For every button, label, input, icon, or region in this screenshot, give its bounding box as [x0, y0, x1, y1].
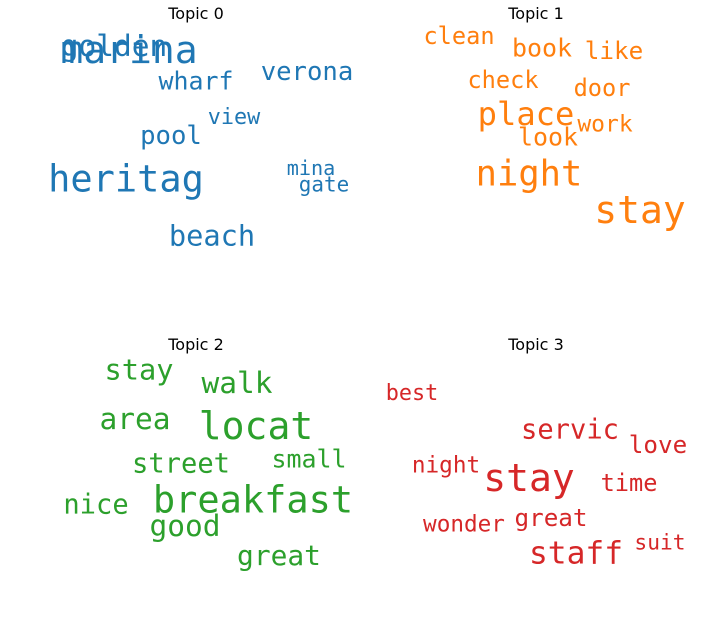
word-stay: stay — [104, 352, 174, 387]
word-pool: pool — [140, 121, 202, 152]
word-marina: marina — [60, 28, 198, 72]
word-time: time — [600, 469, 658, 498]
word-golden: golden — [60, 29, 168, 64]
word-good: good — [149, 509, 221, 544]
word-gate: gate — [298, 172, 350, 197]
topic-title-0: Topic 0 — [168, 4, 224, 23]
word-night: night — [475, 153, 583, 195]
topic-panel-3: Topic 3 stay staff servic great love time wond… — [366, 335, 706, 625]
word-great: great — [237, 539, 321, 573]
word-area: area — [99, 402, 171, 437]
word-locat: locat — [198, 404, 314, 448]
word-wharf: wharf — [158, 66, 234, 96]
word-suit: suit — [634, 530, 686, 556]
word-best: best — [385, 381, 439, 407]
word-small: small — [271, 444, 347, 474]
word-cloud-3: stay staff servic great love time wonder night b… — [366, 335, 706, 625]
word-great: great — [514, 502, 588, 532]
word-love: love — [628, 429, 688, 459]
word-book: book — [511, 33, 573, 63]
word-place: place — [477, 94, 575, 133]
word-clean: clean — [423, 22, 495, 51]
word-beach: beach — [168, 218, 256, 253]
topic-title-1: Topic 1 — [508, 4, 564, 23]
word-night: night — [411, 452, 481, 479]
word-cloud-1: stay night place book look like clean check door… — [366, 4, 706, 294]
word-view: view — [207, 105, 261, 131]
topic-title-3: Topic 3 — [508, 335, 564, 354]
word-mina: mina — [286, 155, 336, 180]
word-cloud-2: locat breakfast walk area good stay great stree… — [26, 335, 366, 625]
word-nice: nice — [63, 489, 129, 521]
word-breakfast: breakfast — [152, 478, 354, 522]
word-servic: servic — [521, 414, 619, 446]
word-staff: staff — [529, 535, 623, 572]
word-street: street — [132, 448, 230, 480]
word-verona: verona — [260, 57, 354, 88]
word-like: like — [584, 35, 644, 65]
word-cloud-0: marina heritag golden beach verona pool wharf v… — [26, 4, 366, 294]
word-stay: stay — [483, 456, 575, 500]
topic-title-2: Topic 2 — [168, 335, 224, 354]
word-walk: walk — [201, 366, 273, 401]
word-work: work — [577, 111, 633, 138]
word-door: door — [573, 74, 631, 103]
word-stay: stay — [594, 188, 686, 232]
word-look: look — [517, 122, 579, 152]
topic-panel-1: Topic 1 stay night place book look like clean c… — [366, 4, 706, 294]
word-wonder: wonder — [423, 511, 505, 538]
topic-panel-2: Topic 2 locat breakfast walk area good stay gr… — [26, 335, 366, 625]
topic-panel-0: Topic 0 marina heritag golden beach verona po… — [26, 4, 366, 294]
word-check: check — [467, 66, 539, 95]
word-heritag: heritag — [48, 157, 204, 201]
